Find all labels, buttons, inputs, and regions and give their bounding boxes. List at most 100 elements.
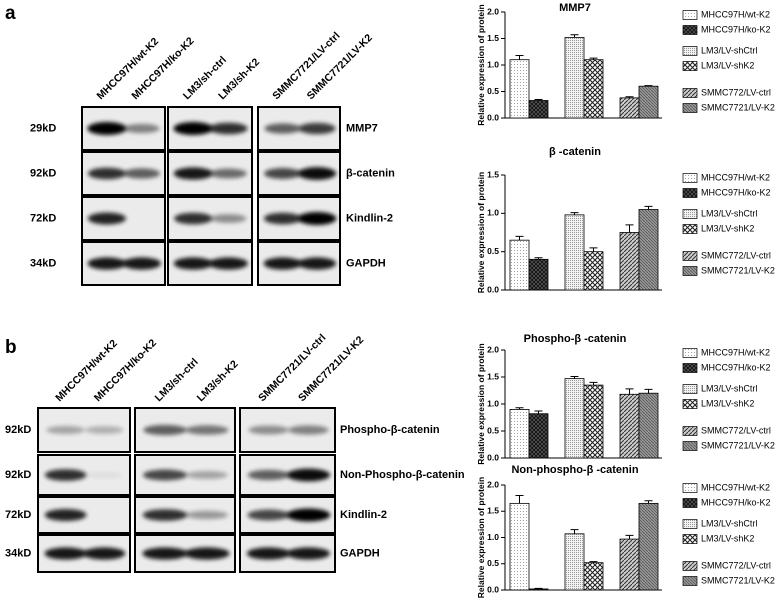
protein-band xyxy=(87,122,127,135)
legend-swatch xyxy=(682,519,698,529)
legend-label: SMMC772/LV-ctrl xyxy=(701,250,771,260)
lane-label: MHCC97H/wt-K2 xyxy=(95,35,162,102)
legend-label: LM3/LV-shCtrl xyxy=(701,518,757,528)
legend-swatch xyxy=(682,103,698,113)
protein-band xyxy=(247,509,290,521)
protein-label: GAPDH xyxy=(340,547,380,559)
protein-band xyxy=(208,257,248,270)
legend-swatch xyxy=(682,266,698,276)
bar xyxy=(509,59,530,119)
legend-label: SMMC7721/LV-K2 xyxy=(701,265,775,275)
y-tick-label: 0.0 xyxy=(487,284,499,294)
protein-band xyxy=(174,212,213,225)
legend-label: LM3/LV-shCtrl xyxy=(701,208,757,218)
protein-band xyxy=(44,547,87,560)
y-tick-label: 1.5 xyxy=(487,33,499,43)
y-tick-label: 0.5 xyxy=(487,558,499,568)
legend-swatch xyxy=(682,224,698,234)
protein-band xyxy=(209,122,248,135)
y-tick-label: 1.0 xyxy=(487,398,499,408)
protein-band xyxy=(298,122,336,135)
bar xyxy=(564,378,585,459)
bar xyxy=(564,533,585,591)
protein-band xyxy=(210,168,247,179)
error-bar xyxy=(589,381,598,386)
error-bar xyxy=(644,205,653,210)
protein-label: β-catenin xyxy=(346,167,395,179)
y-tick-label: 1.0 xyxy=(487,208,499,218)
lane-label: LM3/sh-K2 xyxy=(195,358,241,404)
legend-label: MHCC97H/ko-K2 xyxy=(701,187,771,197)
error-bar xyxy=(570,375,579,379)
protein-band xyxy=(297,167,337,180)
protein-band xyxy=(87,167,126,180)
protein-band xyxy=(85,471,123,479)
y-tick-label: 2.0 xyxy=(487,479,499,489)
y-tick-label: 1.5 xyxy=(487,506,499,516)
lane-label: SMMC7721/LV-ctrl xyxy=(256,332,328,404)
y-tick-label: 2.0 xyxy=(487,344,499,354)
legend-swatch xyxy=(682,10,698,20)
error-bar xyxy=(644,388,653,394)
legend-label: MHCC97H/ko-K2 xyxy=(701,497,771,507)
protein-band xyxy=(142,547,188,560)
protein-band xyxy=(248,425,289,435)
error-bar xyxy=(625,224,634,233)
error-bar xyxy=(570,529,579,534)
protein-band xyxy=(264,168,302,179)
y-tick-label: 0.0 xyxy=(487,112,499,122)
band-size: 29kD xyxy=(30,122,56,134)
protein-band xyxy=(286,547,331,560)
legend-swatch xyxy=(682,88,698,98)
legend-label: MHCC97H/wt-K2 xyxy=(701,9,770,19)
protein-band xyxy=(288,425,329,435)
legend-label: SMMC772/LV-ctrl xyxy=(701,87,771,97)
band-size: 72kD xyxy=(30,212,56,224)
bar xyxy=(583,59,604,119)
panel-letter: a xyxy=(5,3,16,24)
bar xyxy=(583,251,604,291)
legend-swatch xyxy=(682,46,698,56)
error-bar xyxy=(589,561,598,563)
protein-label: Non-Phospho-β-catenin xyxy=(340,469,465,481)
protein-band xyxy=(44,469,87,481)
band-size: 72kD xyxy=(5,509,31,521)
legend-label: LM3/LV-shK2 xyxy=(701,398,754,408)
band-size: 34kD xyxy=(30,257,56,269)
protein-band xyxy=(184,547,230,560)
band-size: 34kD xyxy=(5,547,31,559)
legend-label: LM3/LV-shK2 xyxy=(701,223,754,233)
protein-band xyxy=(297,257,337,270)
legend-swatch xyxy=(682,25,698,35)
bar xyxy=(583,384,604,459)
legend-swatch xyxy=(682,399,698,409)
protein-band xyxy=(123,123,160,134)
protein-band xyxy=(286,508,331,522)
bar xyxy=(528,413,549,459)
chart-title: MMP7 xyxy=(559,2,591,14)
protein-label: Phospho-β-catenin xyxy=(340,424,440,436)
protein-band xyxy=(246,547,291,560)
y-axis-label: Relative expression of protein xyxy=(476,343,486,464)
protein-band xyxy=(143,424,187,436)
legend-swatch xyxy=(682,426,698,436)
error-bar xyxy=(515,54,524,60)
error-bar xyxy=(644,85,653,87)
chart-title: Non-phospho-β -catenin xyxy=(511,464,638,476)
protein-band xyxy=(123,168,161,179)
legend-label: MHCC97H/ko-K2 xyxy=(701,362,771,372)
bar xyxy=(528,588,549,591)
legend-label: MHCC97H/wt-K2 xyxy=(701,347,770,357)
protein-band xyxy=(46,425,85,435)
bar xyxy=(638,209,659,291)
protein-band xyxy=(83,547,126,560)
legend-label: LM3/LV-shK2 xyxy=(701,60,754,70)
protein-band xyxy=(142,469,188,481)
bar xyxy=(638,502,659,591)
protein-band xyxy=(173,167,213,180)
error-bar xyxy=(570,212,579,215)
error-bar xyxy=(515,235,524,241)
protein-band xyxy=(142,509,188,521)
bar xyxy=(528,100,549,119)
